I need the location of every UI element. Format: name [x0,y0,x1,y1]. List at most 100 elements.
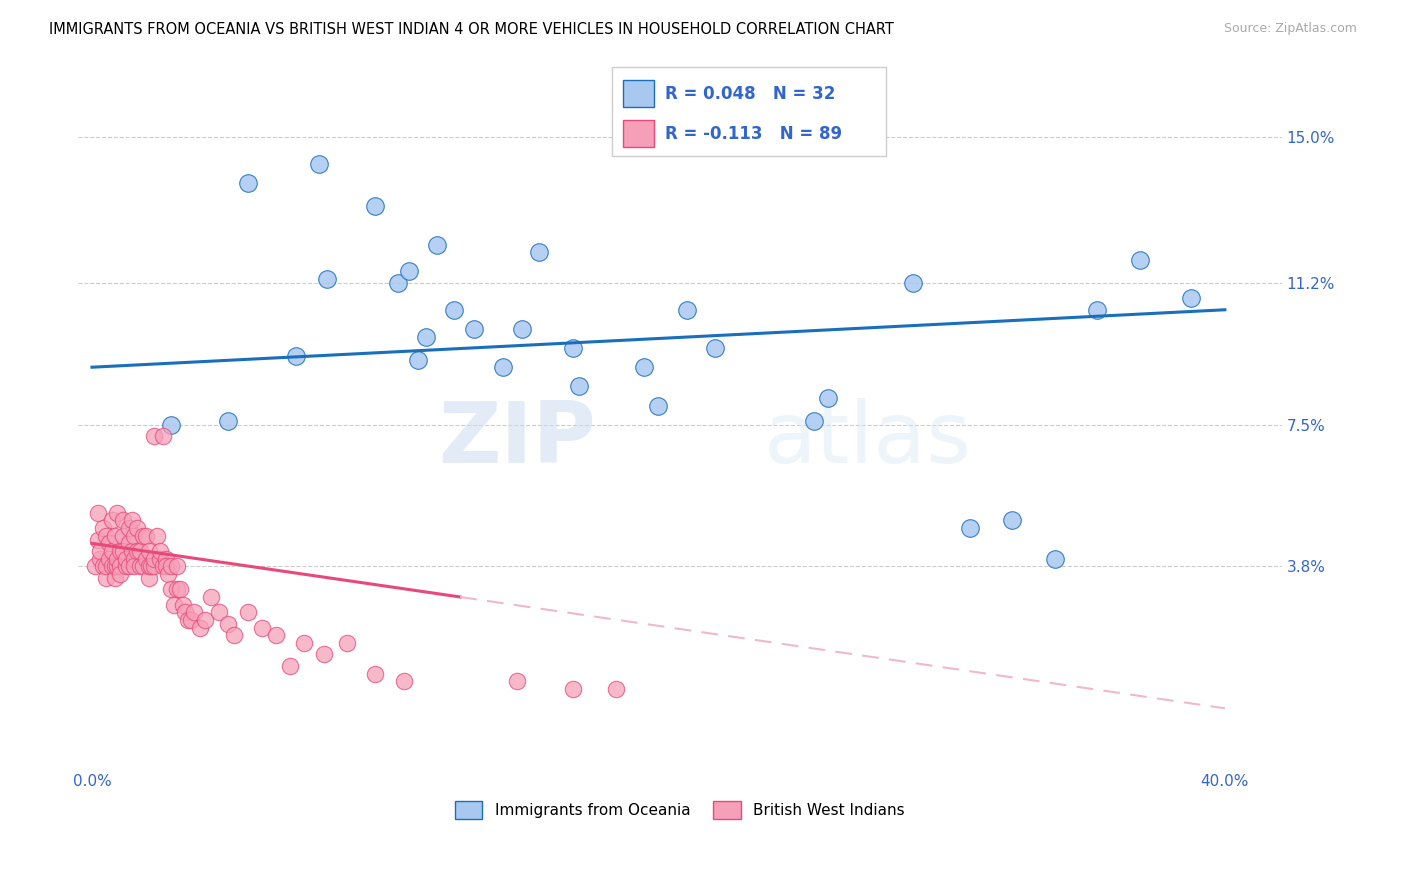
Point [86,533,108,547]
Text: ZIP: ZIP [437,399,595,482]
Point [278,659,301,673]
Point [97,551,120,566]
Point [94,529,117,543]
Point [183,605,205,619]
Point [118,536,141,550]
Point [336,636,359,650]
Point [160,559,183,574]
Point [1180,291,1202,305]
Point [284,349,307,363]
Point [463,322,485,336]
Point [104,571,127,585]
Point [101,544,124,558]
Point [129,559,152,574]
Point [1087,302,1109,317]
Point [562,681,585,696]
Point [112,513,135,527]
Point [94,571,117,585]
Point [314,648,336,662]
Point [406,352,429,367]
Legend: Immigrants from Oceania, British West Indians: Immigrants from Oceania, British West In… [449,795,911,825]
Point [903,276,925,290]
Point [163,598,186,612]
Point [143,559,166,574]
Point [166,582,188,597]
Point [364,199,387,213]
Text: R = -0.113   N = 89: R = -0.113 N = 89 [665,125,842,143]
Point [129,544,152,558]
Point [124,559,146,574]
Point [91,521,114,535]
Point [217,414,239,428]
Point [308,157,330,171]
Point [443,302,465,317]
Point [143,429,166,443]
Point [149,551,172,566]
Point [605,681,627,696]
Point [121,544,143,558]
Point [364,666,387,681]
Point [1043,551,1066,566]
Point [91,559,114,574]
Point [568,379,591,393]
Point [146,529,169,543]
Point [633,360,655,375]
Point [94,559,117,574]
Point [387,276,409,290]
Point [107,551,129,566]
Text: R = 0.048   N = 32: R = 0.048 N = 32 [665,85,835,103]
Point [647,399,669,413]
Point [124,551,146,566]
Point [141,559,163,574]
Point [1129,252,1152,267]
Point [97,536,120,550]
Point [160,417,183,432]
Point [155,559,177,574]
Point [138,559,160,574]
Point [138,544,160,558]
Point [491,360,513,375]
Point [316,272,339,286]
Point [426,237,449,252]
Point [101,559,124,574]
Point [118,559,141,574]
Point [110,567,132,582]
Point [152,559,174,574]
Point [236,177,259,191]
Text: atlas: atlas [763,399,972,482]
Point [166,559,188,574]
Point [174,605,197,619]
Point [107,506,129,520]
Point [155,551,177,566]
Point [959,521,981,535]
Point [177,613,200,627]
Point [152,429,174,443]
Point [817,391,839,405]
Point [110,544,132,558]
Point [132,559,155,574]
Point [236,605,259,619]
Point [292,636,315,650]
Point [803,414,825,428]
Point [675,302,697,317]
Point [143,551,166,566]
Text: IMMIGRANTS FROM OCEANIA VS BRITISH WEST INDIAN 4 OR MORE VEHICLES IN HOUSEHOLD C: IMMIGRANTS FROM OCEANIA VS BRITISH WEST … [49,22,894,37]
Point [86,506,108,520]
Point [250,621,273,635]
Point [115,559,138,574]
Point [104,529,127,543]
Point [135,529,157,543]
Point [157,567,180,582]
Point [112,529,135,543]
Point [124,529,146,543]
Point [89,551,111,566]
Point [194,613,217,627]
Point [115,551,138,566]
Point [127,544,149,558]
Point [160,582,183,597]
Point [398,264,420,278]
Point [562,341,585,355]
Point [118,521,141,535]
Point [529,245,551,260]
Point [112,544,135,558]
